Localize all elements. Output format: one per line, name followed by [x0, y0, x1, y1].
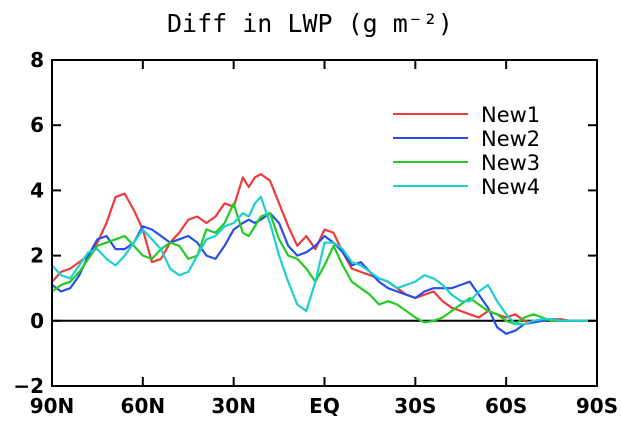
y-tick-label: 6	[30, 113, 44, 137]
legend-label-new2: New2	[481, 127, 540, 151]
y-tick-label: 2	[30, 244, 44, 268]
y-tick-label: 4	[30, 178, 44, 202]
x-tick-label: 90S	[576, 394, 618, 418]
plot-area: 90N 60N 30N EQ 30S 60S 90S −2 0 2 4 6 8	[13, 48, 618, 418]
chart-title: Diff in LWP (g m⁻²)	[167, 9, 453, 38]
x-tick-label: 60N	[121, 394, 166, 418]
legend-label-new1: New1	[481, 103, 540, 127]
series-line-new2	[51, 212, 597, 335]
y-tick-label: 8	[30, 48, 44, 72]
series-line-new3	[51, 202, 597, 326]
legend-label-new4: New4	[481, 175, 540, 199]
y-tick-label: −2	[13, 374, 44, 398]
legend-label-new3: New3	[481, 151, 540, 175]
series-line-new4	[51, 195, 597, 326]
x-tick-label: EQ	[309, 394, 340, 418]
y-tick-label: 0	[30, 309, 44, 333]
x-tick-label: 30N	[211, 394, 256, 418]
x-tick-label: 60S	[485, 394, 527, 418]
x-tick-label: 90N	[30, 394, 75, 418]
x-tick-label: 30S	[394, 394, 436, 418]
